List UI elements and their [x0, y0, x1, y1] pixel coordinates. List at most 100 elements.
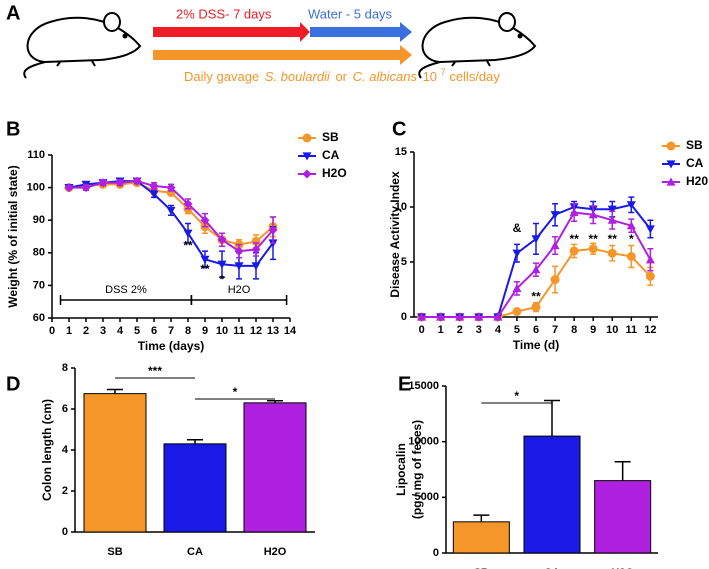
annotation: **: [589, 232, 599, 246]
x-tick-label: 0: [49, 325, 55, 337]
marker: [569, 208, 579, 217]
marker: [268, 225, 278, 235]
mouse-right: [418, 12, 537, 79]
gavage-part: cells/day: [449, 69, 500, 84]
water-arrow: [310, 22, 412, 42]
legend-label: SB: [686, 138, 703, 152]
marker: [588, 210, 598, 219]
x-tick-label: 6: [151, 325, 157, 337]
x-tick-label: 0: [419, 324, 425, 336]
x-tick-label: 13: [267, 325, 279, 337]
marker: [512, 249, 522, 258]
marker: [81, 183, 91, 193]
panel-label: B: [6, 118, 20, 140]
legend-label: CA: [686, 156, 704, 170]
gavage-part: Daily gavage: [184, 69, 259, 84]
annotation: &: [513, 221, 522, 235]
significance-label: *: [233, 385, 238, 399]
marker: [626, 221, 636, 230]
marker: [550, 241, 560, 250]
x-tick-label: 8: [571, 324, 577, 336]
legend-marker: [666, 177, 676, 186]
x-tick-label: 11: [233, 325, 245, 337]
marker: [550, 211, 560, 220]
bar: [452, 521, 510, 554]
marker: [626, 201, 636, 210]
bracket: [59, 295, 193, 305]
legend-label: H20: [686, 174, 708, 188]
marker: [183, 199, 193, 209]
x-tick-label: 9: [590, 324, 596, 336]
marker: [132, 176, 142, 186]
x-tick-label: 5: [134, 325, 140, 337]
x-tick-label: 7: [552, 324, 558, 336]
annotation: *: [220, 272, 225, 286]
x-tick-label: H2O: [611, 567, 634, 569]
bracket-label: H2O: [228, 284, 251, 296]
x-tick-label: 6: [533, 324, 539, 336]
marker: [436, 312, 446, 321]
gavage-part: C. albicans: [353, 69, 418, 84]
marker: [626, 252, 636, 261]
y-tick-label: 15: [395, 146, 407, 158]
y-tick-label: 0: [401, 311, 407, 323]
marker: [455, 312, 465, 321]
y-tick-label: 5000: [415, 491, 439, 503]
y-tick-label: 80: [33, 247, 45, 259]
annotation: *: [629, 232, 634, 246]
error-bar: [187, 439, 203, 444]
marker: [550, 275, 560, 285]
x-tick-label: 7: [168, 325, 174, 337]
x-tick-label: CA: [187, 546, 203, 558]
annotation: **: [569, 232, 579, 246]
y-tick-label: 0: [433, 547, 439, 559]
marker: [607, 215, 617, 224]
marker: [569, 246, 579, 256]
gavage-part: or: [335, 69, 347, 84]
error-bar: [614, 460, 631, 481]
water-label: Water - 5 days: [308, 6, 393, 21]
legend-marker: [302, 169, 312, 179]
marker: [251, 262, 261, 271]
gavage-part: 10: [423, 69, 437, 84]
x-tick-label: 2: [457, 324, 463, 336]
panel-label: D: [6, 373, 20, 395]
significance-label: *: [514, 389, 519, 403]
marker: [234, 246, 244, 256]
marker: [98, 178, 108, 188]
marker: [166, 183, 176, 193]
dss-label: 2% DSS- 7 days: [176, 6, 272, 21]
panel-label: E: [398, 373, 411, 395]
y-axis-label: Lipocalin: [394, 443, 408, 496]
y-axis-label: (pg / mg of feces): [410, 420, 424, 519]
marker: [200, 255, 210, 264]
marker: [531, 302, 541, 312]
mouse-left: [23, 12, 142, 79]
marker: [217, 260, 227, 269]
marker: [645, 255, 655, 264]
marker: [474, 312, 484, 321]
x-tick-label: 4: [117, 325, 124, 337]
y-tick-label: 60: [33, 312, 45, 324]
x-tick-label: H2O: [264, 546, 287, 558]
marker: [493, 312, 503, 321]
x-tick-label: CA: [544, 567, 560, 569]
annotation: **: [608, 232, 618, 246]
x-tick-label: 10: [606, 324, 618, 336]
panel-a: A 2% DSS- 7 days Water - 5 days Daily ga…: [6, 2, 537, 84]
error-bar: [473, 514, 490, 522]
bar: [594, 480, 652, 554]
x-tick-label: 1: [66, 325, 72, 337]
annotation: **: [183, 238, 193, 252]
x-axis-label: Time (d): [513, 338, 559, 352]
marker: [417, 312, 427, 321]
y-tick-label: 100: [27, 182, 45, 194]
x-tick-label: 10: [216, 325, 228, 337]
gavage-part: 7: [441, 67, 446, 77]
x-tick-label: 2: [83, 325, 89, 337]
y-axis-label: Colon length (cm): [40, 399, 54, 501]
marker: [512, 283, 522, 292]
marker: [251, 245, 261, 255]
bracket-label: DSS 2%: [105, 284, 147, 296]
marker: [531, 265, 541, 274]
